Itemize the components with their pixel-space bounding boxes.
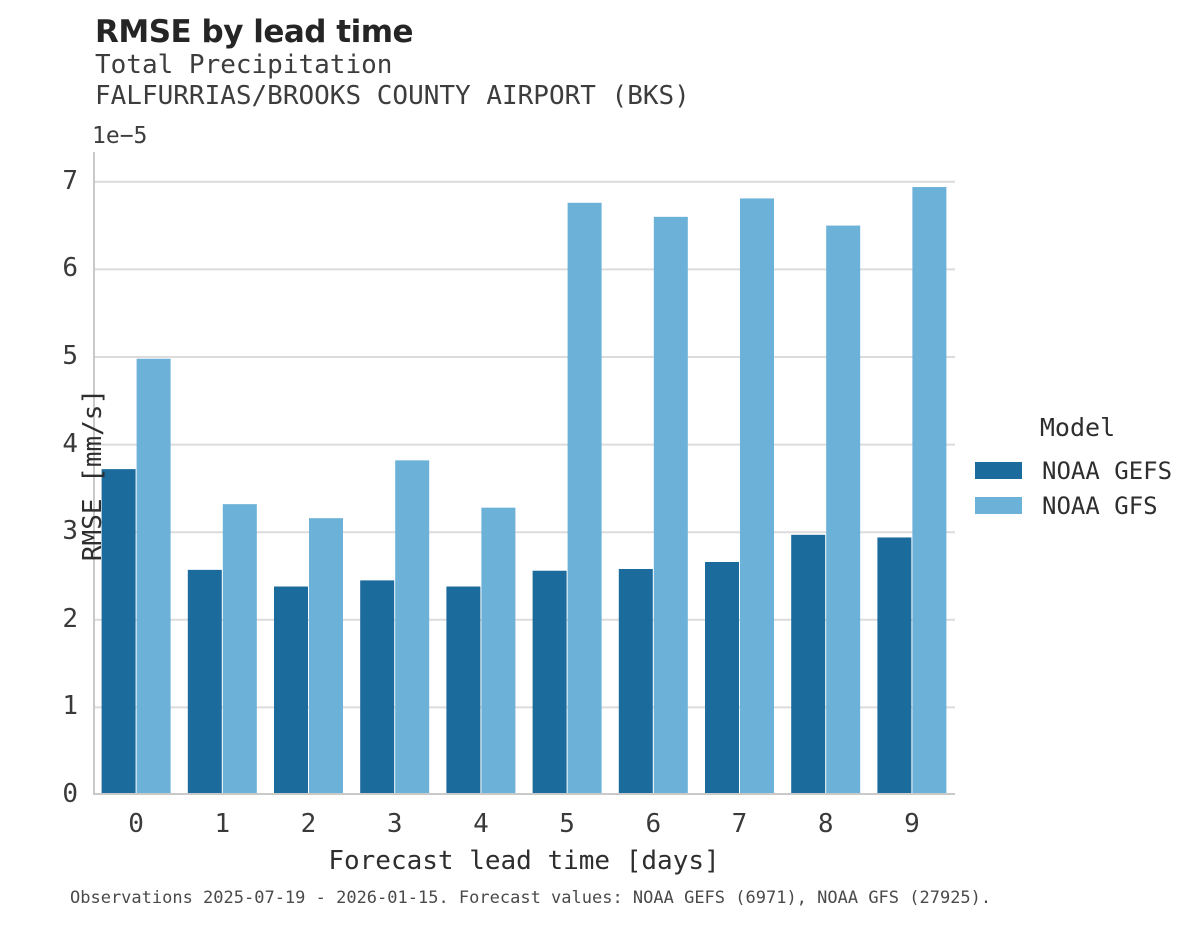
bar-noaa-gfs-day7	[740, 198, 774, 795]
x-tick-label: 6	[645, 809, 662, 839]
legend-swatch-icon	[975, 462, 1022, 479]
bar-noaa-gefs-day2	[274, 586, 308, 795]
chart-subtitle-station: FALFURRIAS/BROOKS COUNTY AIRPORT (BKS)	[95, 81, 690, 111]
x-tick-label: 9	[904, 809, 920, 839]
bar-noaa-gfs-day5	[567, 202, 602, 795]
bar-noaa-gfs-day2	[309, 518, 343, 795]
bar-noaa-gefs-day9	[877, 537, 912, 795]
legend-label: NOAA GFS	[1042, 491, 1158, 520]
bar-noaa-gefs-day1	[187, 569, 222, 795]
legend-entries: NOAA GEFS NOAA GFS	[975, 453, 1180, 523]
bar-noaa-gefs-day7	[705, 561, 739, 795]
bar-noaa-gefs-day0	[101, 469, 136, 795]
x-tick-label: 2	[300, 809, 317, 839]
legend: Model NOAA GEFS NOAA GFS	[975, 413, 1180, 523]
y-tick-label: 2	[62, 603, 78, 634]
bar-noaa-gefs-day5	[532, 570, 567, 795]
y-tick-label: 3	[62, 516, 78, 547]
y-tick-label: 7	[62, 165, 78, 196]
legend-label: NOAA GEFS	[1042, 456, 1173, 485]
plot-area	[93, 152, 955, 795]
y-axis-label: RMSE [mm/s]	[78, 388, 108, 562]
x-tick-label: 8	[817, 809, 834, 839]
x-tick-label: 5	[559, 809, 575, 839]
y-axis-offset-label: 1e−5	[92, 123, 148, 149]
legend-entry: NOAA GEFS	[975, 453, 1180, 488]
y-tick-label: 6	[62, 253, 78, 284]
y-tick-label: 5	[62, 340, 78, 371]
chart-title: RMSE by lead time	[95, 14, 414, 50]
bar-noaa-gfs-day4	[481, 507, 516, 795]
x-tick-label: 4	[473, 809, 489, 839]
footer-caption: Observations 2025-07-19 - 2026-01-15. Fo…	[70, 888, 992, 908]
bar-noaa-gfs-day8	[826, 225, 861, 795]
legend-entry: NOAA GFS	[975, 488, 1180, 523]
legend-title: Model	[1039, 413, 1116, 442]
bar-noaa-gfs-day1	[222, 504, 257, 795]
x-axis-label: Forecast lead time [days]	[328, 846, 720, 876]
legend-swatch-icon	[975, 497, 1022, 514]
y-tick-label: 0	[62, 778, 78, 809]
chart-subtitle-variable: Total Precipitation	[95, 50, 393, 80]
bar-noaa-gfs-day0	[136, 358, 171, 795]
bar-noaa-gefs-day3	[360, 580, 395, 795]
x-tick-label: 3	[386, 809, 403, 839]
x-tick-label: 1	[214, 809, 231, 839]
bar-noaa-gefs-day6	[618, 568, 653, 795]
bar-noaa-gefs-day4	[446, 586, 481, 795]
bar-noaa-gfs-day3	[395, 460, 430, 795]
bar-noaa-gefs-day8	[791, 534, 826, 795]
y-tick-label: 4	[62, 428, 78, 459]
x-tick-label: 0	[128, 809, 144, 839]
bar-noaa-gfs-day6	[653, 216, 688, 795]
bar-noaa-gfs-day9	[912, 187, 947, 795]
y-tick-label: 1	[62, 691, 78, 722]
x-tick-label: 7	[731, 809, 748, 839]
